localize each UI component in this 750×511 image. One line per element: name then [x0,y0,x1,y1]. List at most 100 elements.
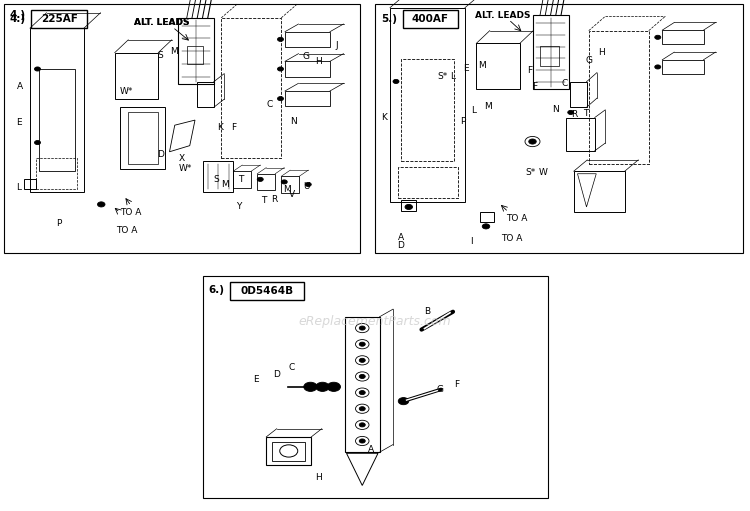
Bar [32,10,87,28]
Circle shape [34,141,40,145]
Text: L: L [471,106,476,115]
Bar [532,15,568,89]
Text: S*: S* [437,72,448,81]
Circle shape [359,326,365,330]
Circle shape [305,182,311,187]
Text: F: F [454,380,460,389]
Bar [566,118,595,151]
Bar [345,317,380,452]
Bar [187,46,203,64]
Circle shape [278,37,284,41]
Text: F: F [532,82,538,91]
Bar [662,60,704,74]
Bar [375,4,742,253]
Text: E: E [16,118,22,127]
Text: TO A: TO A [116,226,138,236]
Circle shape [327,382,340,391]
Bar [36,158,77,189]
Text: ALT. LEADS: ALT. LEADS [134,18,189,28]
Bar [281,176,299,193]
Text: P: P [56,219,62,228]
Text: N: N [290,117,297,126]
Circle shape [359,407,365,411]
Text: H: H [315,57,322,66]
Text: R: R [572,110,578,119]
Text: F: F [231,123,236,132]
Text: G: G [436,385,443,394]
Text: T: T [261,196,266,205]
Text: U: U [304,182,310,191]
Circle shape [482,224,490,229]
Text: TO A: TO A [501,234,522,243]
Bar [128,112,158,164]
Text: J: J [335,41,338,51]
Text: S: S [158,51,164,60]
Circle shape [359,342,365,346]
Text: P: P [460,117,465,126]
Text: G: G [302,52,309,61]
Bar [120,107,165,169]
Text: L: L [450,72,455,81]
Bar [540,46,559,66]
Text: S: S [214,175,220,184]
Bar [178,18,214,84]
Text: A: A [16,82,22,91]
Bar [30,28,84,192]
Bar [285,91,330,106]
Text: T: T [238,175,244,184]
Text: 5.): 5.) [381,14,397,24]
Text: D: D [158,150,164,159]
Bar [589,31,649,164]
Circle shape [98,202,105,207]
Bar [39,69,75,171]
Bar [480,212,494,222]
Text: C: C [289,363,295,373]
Bar [476,43,520,89]
Text: C: C [266,100,272,109]
Circle shape [655,35,661,39]
Text: R: R [272,195,278,204]
Bar [233,171,251,188]
Text: T: T [584,109,589,118]
Circle shape [34,67,40,71]
Text: Y: Y [236,202,242,212]
Bar [285,61,330,77]
Text: K: K [217,123,223,132]
Text: F: F [527,66,532,75]
Text: D: D [273,369,280,379]
Bar [285,32,330,47]
Bar [197,82,214,107]
Text: eReplacementParts.com: eReplacementParts.com [298,315,452,329]
Text: M: M [484,102,492,111]
Bar [272,442,305,461]
Bar [662,30,704,44]
Text: E: E [254,375,260,384]
Circle shape [304,382,317,391]
Text: V: V [289,190,295,199]
Bar [221,18,281,158]
Bar [24,179,36,189]
Bar [257,174,275,190]
Text: 4.): 4.) [10,14,26,24]
Text: W: W [538,168,548,177]
Circle shape [393,79,399,83]
Text: B: B [424,307,430,316]
Bar [266,437,311,465]
Text: D: D [398,241,404,250]
Text: 0D5464B: 0D5464B [241,286,293,296]
Text: K: K [381,113,387,122]
Bar [403,10,458,28]
Circle shape [398,398,409,405]
Circle shape [655,65,661,69]
Text: S*: S* [525,168,536,177]
Text: H: H [598,48,604,57]
Text: C: C [561,79,567,88]
Text: W*: W* [120,87,134,97]
Bar [203,161,233,192]
Text: M: M [170,47,178,56]
Bar [398,167,458,198]
Bar [202,276,548,498]
Text: G: G [585,56,592,65]
Circle shape [359,390,365,394]
Text: TO A: TO A [506,214,528,223]
